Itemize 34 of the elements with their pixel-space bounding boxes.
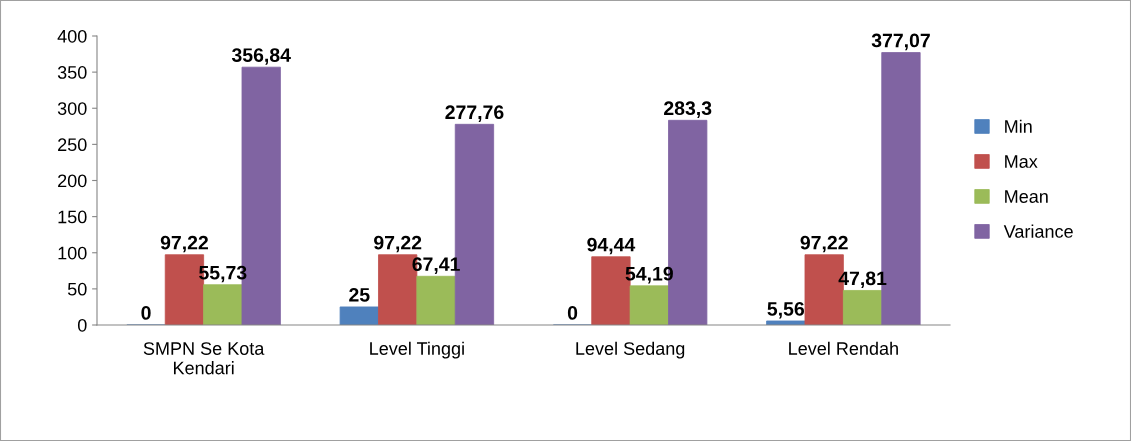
data-label: 0 — [567, 306, 578, 320]
bar — [842, 290, 883, 325]
data-label: 97,22 — [160, 235, 208, 253]
data-label: 0 — [141, 306, 151, 320]
data-label: 25 — [349, 287, 370, 302]
y-tick-label: 250 — [58, 138, 87, 152]
x-tick-label: Level Tinggi — [370, 341, 464, 359]
legend-label: Max — [1005, 155, 1038, 168]
y-tick-label: 0 — [77, 318, 87, 332]
data-label: 94,44 — [587, 237, 636, 255]
legend-label: Min — [1005, 119, 1032, 133]
data-label: 97,22 — [374, 235, 422, 253]
x-tick-label: SMPN Se Kota Kendari — [143, 342, 265, 375]
x-tick-label: Level Rendah — [789, 341, 898, 355]
y-tick-label: 350 — [57, 66, 87, 79]
y-tick-label: 50 — [67, 282, 87, 296]
bar — [203, 284, 243, 325]
bar — [339, 306, 379, 325]
data-label: 5,56 — [767, 301, 805, 319]
data-label: 356,84 — [231, 48, 291, 65]
y-tick-label: 400 — [57, 29, 87, 43]
legend-label: Mean — [1005, 190, 1048, 203]
bar — [629, 285, 669, 325]
data-label: 277,76 — [445, 105, 504, 122]
y-tick-label: 150 — [58, 210, 87, 224]
y-tick-label: 200 — [58, 174, 87, 188]
legend-label: Variance — [1003, 224, 1073, 238]
y-tick-label: 300 — [57, 102, 87, 115]
x-tick-label: Level Sedang — [576, 341, 685, 359]
data-label: 97,22 — [800, 235, 848, 253]
y-tick-label: 100 — [58, 246, 87, 260]
data-label: 283,3 — [664, 101, 712, 118]
bar — [416, 275, 456, 325]
data-label: 377,07 — [871, 33, 930, 51]
